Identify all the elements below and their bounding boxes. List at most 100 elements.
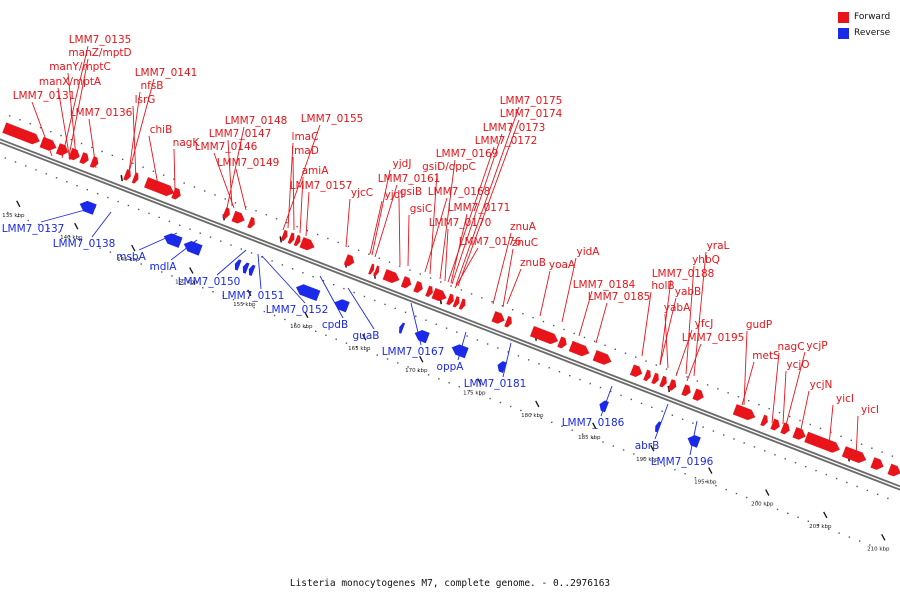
track-dot	[548, 367, 550, 369]
track-dot	[681, 418, 684, 420]
feature-arrow	[804, 431, 840, 453]
feature-arrow	[431, 288, 447, 302]
forward-feature	[529, 325, 559, 345]
forward-gene-label: yjcC	[351, 187, 373, 199]
track-dot	[448, 382, 450, 384]
track-dot	[230, 244, 232, 246]
track-dot	[624, 352, 627, 354]
forward-leader-line	[539, 270, 551, 317]
reverse-feature	[242, 262, 250, 274]
feature-arrow	[659, 375, 667, 388]
track-dot	[571, 429, 573, 431]
track-dot	[706, 384, 709, 386]
reverse-leader-line	[91, 211, 112, 238]
track-dot	[66, 181, 68, 183]
reverse-gene-label: cpdB	[322, 319, 348, 331]
feature-arrow	[497, 361, 507, 373]
track-dot	[511, 309, 514, 311]
feature-arrow	[163, 233, 183, 248]
forward-gene-label: LMM7_0147	[209, 128, 272, 140]
track-dot	[158, 216, 160, 219]
kbp-tick-label: 150 kbp	[175, 279, 198, 285]
track-dot	[232, 298, 235, 301]
track-dot	[96, 192, 99, 195]
feature-arrow	[2, 122, 40, 145]
track-dot	[456, 331, 458, 333]
forward-leader-line	[173, 148, 176, 192]
track-dot	[27, 219, 29, 222]
track-dot	[715, 484, 717, 487]
feature-arrow	[39, 136, 57, 151]
forward-gene-label: LMM7_0172	[475, 135, 538, 147]
kbp-tick-mark	[74, 222, 79, 230]
track-dot	[850, 439, 853, 441]
track-dot	[415, 315, 417, 318]
kbp-tick-label: 200 kbp	[751, 502, 774, 508]
track-dot	[107, 196, 109, 199]
feature-arrow	[451, 344, 469, 359]
forward-leader-line	[226, 126, 245, 209]
reverse-leader-line	[257, 253, 262, 290]
track-dot	[686, 376, 688, 378]
forward-leader-line	[305, 191, 310, 237]
reverse-feature	[414, 330, 430, 344]
kbp-tick: 205 kbp	[809, 511, 832, 530]
track-dot	[374, 299, 376, 302]
feature-arrow	[234, 259, 242, 271]
feature-arrow	[400, 276, 412, 289]
track-dot	[220, 240, 222, 242]
track-dot	[764, 450, 766, 452]
forward-gene-label: holB	[651, 280, 674, 292]
feature-arrow	[89, 156, 99, 168]
reverse-feature	[296, 284, 321, 302]
track-dot	[828, 528, 830, 530]
track-dot	[614, 348, 616, 350]
kbp-tick: 200 kbp	[751, 489, 774, 508]
track-dot	[558, 371, 561, 373]
forward-gene-label: lmaC	[292, 131, 319, 143]
forward-leader-line	[374, 184, 398, 258]
forward-gene-label: yabA	[664, 302, 691, 314]
kbp-tick-label: 185 kbp	[578, 435, 601, 441]
forward-feature	[452, 296, 460, 308]
forward-gene-label: LMM7_0168	[428, 186, 491, 198]
feature-arrow	[667, 379, 677, 391]
feature-boundary-mark	[120, 174, 123, 182]
track-dot	[337, 241, 339, 244]
reverse-gene-label: LMM7_0167	[382, 346, 445, 358]
forward-gene-label: LMM7_0175	[500, 95, 563, 107]
forward-feature	[293, 234, 301, 247]
track-dot	[458, 386, 461, 388]
kbp-tick: 160 kbp	[290, 311, 313, 330]
track-dot	[743, 442, 745, 444]
forward-leader-line	[455, 106, 520, 286]
feature-arrow	[687, 435, 701, 448]
track-dot	[35, 169, 37, 171]
forward-gene-label: manX/mptA	[39, 76, 102, 88]
track-dot	[240, 248, 242, 250]
forward-feature	[39, 136, 57, 151]
track-dot	[80, 142, 83, 145]
forward-leader-line	[799, 390, 810, 435]
kbp-tick: 165 kbp	[348, 333, 371, 352]
forward-leader-line	[450, 213, 468, 284]
forward-gene-label: znuB	[520, 257, 546, 269]
feature-arrow	[599, 400, 609, 413]
track-dot	[417, 370, 420, 372]
feature-arrow	[171, 187, 181, 200]
track-dot	[29, 123, 31, 125]
track-dot	[45, 173, 47, 175]
track-dot	[9, 115, 11, 117]
forward-leader-line	[68, 58, 89, 157]
kbp-tick-label: 135 kbp	[2, 213, 25, 219]
feature-arrow	[368, 263, 375, 275]
track-dot	[702, 426, 704, 428]
forward-feature	[287, 232, 295, 244]
track-dots	[4, 115, 894, 546]
forward-feature	[171, 187, 181, 200]
feature-arrow	[296, 284, 321, 302]
track-dot	[407, 366, 409, 368]
track-dot	[774, 454, 776, 456]
forward-feature	[667, 379, 677, 391]
